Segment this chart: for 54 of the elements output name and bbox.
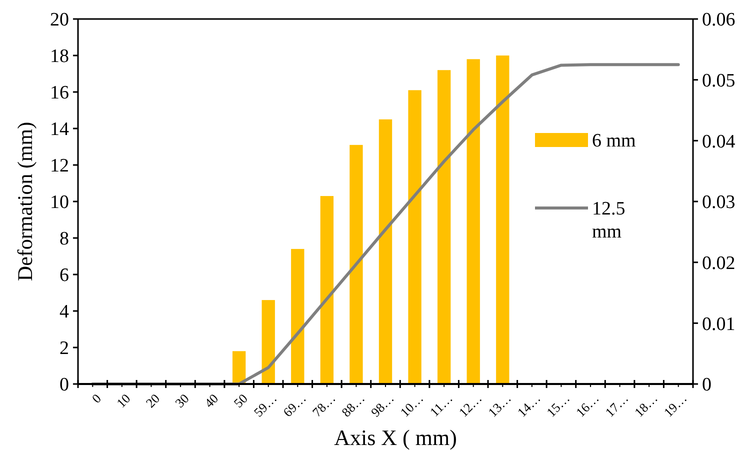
line-series xyxy=(91,63,680,386)
x-tick-label: 18… xyxy=(631,390,660,420)
y-tick-label: 0 xyxy=(60,374,69,396)
x-tick-label: 12… xyxy=(456,390,485,420)
x-axis-title: Axis X ( mm) xyxy=(334,425,457,450)
x-tick-label: 20 xyxy=(142,390,163,411)
y2-tick-label: 0.06 xyxy=(702,10,736,31)
bar xyxy=(437,70,451,384)
x-tick-label: 16… xyxy=(572,390,602,420)
x-tick-label: 13… xyxy=(484,390,514,420)
bar xyxy=(320,196,334,384)
x-tick-label: 50 xyxy=(230,390,250,411)
x-tick-label: 98… xyxy=(368,390,397,420)
x-tick-label: 10… xyxy=(397,390,426,420)
y2-tick-label: 0.05 xyxy=(702,70,736,92)
bar xyxy=(408,90,422,384)
legend-label: 6 mm xyxy=(592,130,636,152)
y-tick-label: 20 xyxy=(50,10,69,31)
legend-label: 12.5 mm xyxy=(592,198,626,242)
x-tick-label: 11… xyxy=(426,390,456,420)
y-tick-label: 16 xyxy=(50,82,69,104)
y-axis-title: Deformation (mm) xyxy=(13,122,37,282)
bar xyxy=(262,300,275,384)
y2-tick-label: 0.03 xyxy=(702,192,736,214)
y2-tick-label: 0.04 xyxy=(702,131,736,152)
x-tick-label: 0 xyxy=(88,390,104,406)
x-tick-label: 10 xyxy=(113,390,134,411)
x-tick-label: 59… xyxy=(250,390,280,420)
x-tick-label: 17… xyxy=(602,390,632,420)
y-tick-label: 10 xyxy=(50,192,69,214)
y-tick-label: 12 xyxy=(50,156,69,177)
bar xyxy=(291,248,304,384)
y-tick-label: 6 xyxy=(60,265,69,286)
x-tick-label: 14… xyxy=(514,390,544,420)
bar xyxy=(496,56,510,384)
y2-tick-label: 0.02 xyxy=(702,252,736,274)
y-tick-label: 18 xyxy=(50,46,69,68)
x-tick-label: 30 xyxy=(172,390,192,411)
y2-tick-label: 0.01 xyxy=(702,314,736,335)
bar xyxy=(350,144,363,384)
x-tick-label: 40 xyxy=(201,390,222,411)
x-tick-label: 19… xyxy=(660,390,690,420)
x-tick-label: 78… xyxy=(309,390,338,420)
bar xyxy=(232,351,246,384)
bar xyxy=(466,59,480,384)
bar xyxy=(378,119,392,384)
x-tick-label: 88… xyxy=(338,390,368,420)
y2-tick-label: 0 xyxy=(702,374,712,396)
y-tick-label: 4 xyxy=(60,302,70,323)
y-tick-label: 14 xyxy=(50,119,70,140)
y-tick-label: 8 xyxy=(60,228,69,250)
x-tick-label: 69… xyxy=(280,390,309,420)
y-tick-label: 2 xyxy=(60,338,69,360)
x-tick-label: 15… xyxy=(544,390,573,420)
